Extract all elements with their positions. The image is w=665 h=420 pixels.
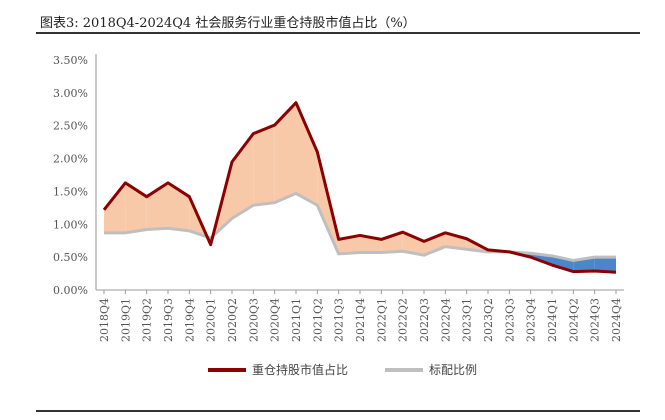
spread-fill-above — [424, 232, 446, 256]
chart-title: 图表3: 2018Q4-2024Q4 社会服务行业重仓持股市值占比（%） — [40, 16, 416, 31]
spread-fill-above — [125, 182, 147, 233]
x-tick-label: 2023Q3 — [503, 298, 516, 342]
x-tick-label: 2021Q1 — [290, 298, 303, 342]
x-tick-label: 2019Q3 — [162, 298, 175, 342]
x-tick-label: 2018Q4 — [98, 298, 111, 342]
y-tick-label: 1.50% — [53, 185, 88, 198]
spread-fill-above — [232, 133, 254, 219]
x-tick-label: 2020Q4 — [269, 298, 282, 342]
title-bar: 图表3: 2018Q4-2024Q4 社会服务行业重仓持股市值占比（%） — [36, 8, 640, 34]
x-tick-label: 2022Q1 — [375, 298, 388, 342]
x-tick-label: 2021Q3 — [333, 298, 346, 342]
x-tick-label: 2019Q2 — [141, 298, 154, 342]
y-tick-label: 2.50% — [53, 120, 88, 133]
x-tick-label: 2020Q3 — [247, 298, 260, 342]
x-tick-label: 2022Q3 — [418, 298, 431, 342]
x-tick-label: 2024Q1 — [546, 298, 559, 342]
top-rule — [36, 32, 640, 34]
bottom-rule — [36, 410, 640, 412]
x-tick-label: 2022Q4 — [439, 298, 452, 342]
series-line-holding — [102, 101, 617, 274]
series-line-benchmark — [104, 191, 616, 262]
y-tick-label: 3.00% — [53, 87, 88, 100]
x-tick-label: 2023Q1 — [461, 298, 474, 342]
spread-fill-below — [594, 257, 616, 273]
x-tick-label: 2020Q2 — [226, 298, 239, 342]
x-tick-label: 2024Q3 — [589, 298, 602, 342]
spread-fill-above — [402, 232, 424, 256]
spread-fill-above — [296, 102, 318, 206]
x-tick-label: 2020Q1 — [205, 298, 218, 342]
x-tick-label: 2023Q2 — [482, 298, 495, 342]
spread-fill-above — [104, 182, 126, 233]
y-tick-label: 0.00% — [53, 284, 88, 297]
y-tick-label: 3.50% — [53, 54, 88, 67]
spread-fill-above — [445, 232, 467, 250]
x-tick-label: 2023Q4 — [525, 298, 538, 342]
legend-item-holding-label: 重仓持股市值占比 — [252, 362, 348, 377]
x-tick-label: 2019Q4 — [183, 298, 196, 342]
y-tick-label: 1.00% — [53, 218, 88, 231]
y-tick-label: 0.50% — [53, 251, 88, 264]
spread-fill-above — [253, 125, 275, 206]
y-tick-label: 2.00% — [53, 153, 88, 166]
x-tick-label: 2024Q2 — [567, 298, 580, 342]
x-tick-label: 2021Q2 — [311, 298, 324, 342]
x-tick-label: 2024Q4 — [610, 298, 623, 342]
spread-fill-above — [274, 102, 296, 203]
spread-fill-above — [338, 235, 360, 254]
spread-fill-above — [381, 232, 403, 253]
legend-item-benchmark-label: 标配比例 — [429, 363, 477, 377]
x-tick-label: 2022Q2 — [397, 298, 410, 342]
x-tick-label: 2019Q1 — [119, 298, 132, 342]
x-tick-label: 2021Q4 — [354, 298, 367, 342]
